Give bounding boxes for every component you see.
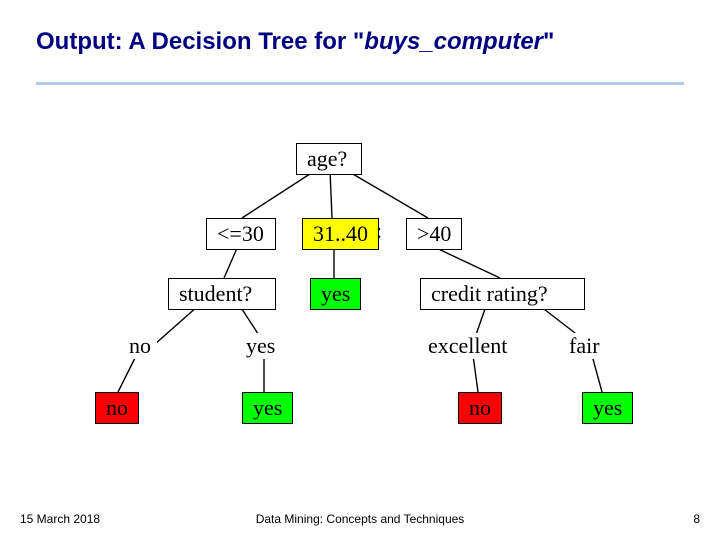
- tree-node-l3140: 31..40: [302, 218, 379, 250]
- tree-node-leaf_no: no: [95, 392, 139, 424]
- title-underline: [36, 82, 684, 85]
- tree-node-fair: fair: [563, 333, 606, 359]
- tree-node-l40: >40: [406, 218, 462, 250]
- page-title: Output: A Decision Tree for "buys_comput…: [36, 28, 684, 56]
- tree-node-leaf_y2: yes: [582, 392, 633, 424]
- tree-node-l30: <=30: [206, 218, 276, 250]
- tree-node-leaf_y1: yes: [242, 392, 293, 424]
- tree-node-root: age?: [296, 143, 362, 175]
- footer-center: Data Mining: Concepts and Techniques: [256, 512, 465, 526]
- footer-page: 8: [693, 512, 700, 526]
- tree-node-credit: credit rating?: [420, 278, 585, 310]
- title-suffix: ": [543, 28, 554, 55]
- tree-node-l3140-hint: :: [376, 218, 382, 244]
- title-prefix: Output: A Decision Tree for ": [36, 28, 364, 55]
- tree-node-yes_mid: yes: [310, 278, 361, 310]
- tree-node-syes: yes: [240, 333, 281, 359]
- tree-node-leaf_n2: no: [458, 392, 502, 424]
- tree-node-sno: no: [123, 333, 157, 359]
- title-italic: buys_computer: [364, 28, 543, 55]
- tree-node-student: student?: [168, 278, 276, 310]
- footer-date: 15 March 2018: [20, 512, 100, 526]
- tree-edges: [0, 0, 720, 540]
- tree-node-excel: excellent: [422, 333, 513, 359]
